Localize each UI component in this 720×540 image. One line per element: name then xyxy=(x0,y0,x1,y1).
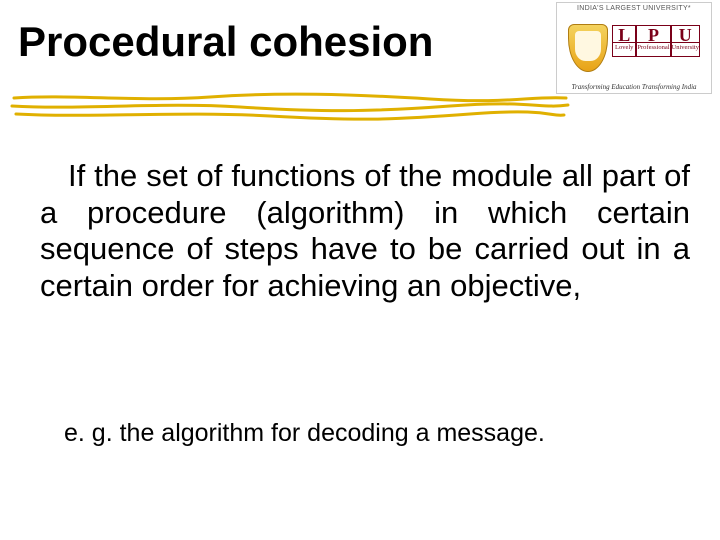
body-paragraph: If the set of functions of the module al… xyxy=(40,158,690,304)
university-logo: INDIA'S LARGEST UNIVERSITY* L P U Lovely… xyxy=(556,2,712,94)
title-underline xyxy=(10,92,570,122)
logo-top-text: INDIA'S LARGEST UNIVERSITY* xyxy=(577,5,691,12)
lpu-word: Professional xyxy=(636,43,670,57)
lpu-word: Lovely xyxy=(612,43,636,57)
lpu-letter-block: L P U Lovely Professional University xyxy=(612,25,700,71)
lpu-letter: P xyxy=(636,25,670,43)
logo-tagline: Transforming Education Transforming Indi… xyxy=(571,83,696,91)
slide: Procedural cohesion INDIA'S LARGEST UNIV… xyxy=(0,0,720,540)
shield-icon xyxy=(568,24,608,72)
lpu-word: University xyxy=(671,43,700,57)
example-line: e. g. the algorithm for decoding a messa… xyxy=(64,418,690,449)
logo-mid-row: L P U Lovely Professional University xyxy=(568,14,700,81)
page-title: Procedural cohesion xyxy=(18,18,433,66)
lpu-letter: L xyxy=(612,25,636,43)
lpu-letter: U xyxy=(671,25,700,43)
